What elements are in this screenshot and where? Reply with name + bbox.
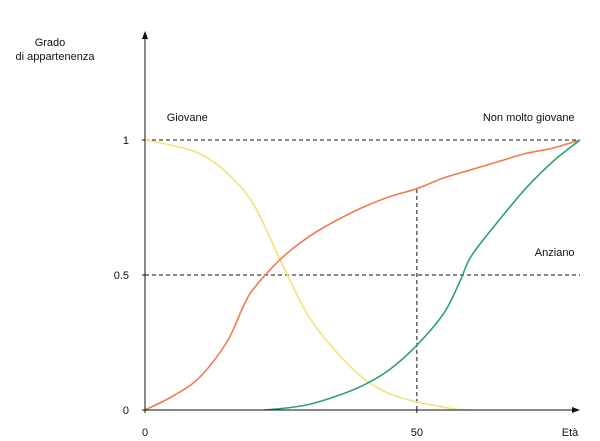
y-axis-arrow — [142, 31, 148, 39]
y-axis-label-line-1: Grado — [35, 37, 66, 49]
curve-label-non-molto-giovane: Non molto giovane — [483, 112, 575, 124]
tick-labels: 0 0.5 1 0 50 — [114, 135, 423, 439]
y-axis-label-line-2: di appartenenza — [16, 51, 96, 63]
y-tick-label: 0.5 — [114, 270, 129, 282]
axis-labels: Grado di appartenenza Età — [16, 37, 580, 439]
x-axis-label: Età — [562, 427, 579, 439]
curve-label-giovane: Giovane — [167, 112, 208, 124]
series-line-giovane — [144, 139, 472, 411]
y-tick-label: 0 — [123, 405, 129, 417]
axes — [142, 31, 580, 413]
curve-label-anziano: Anziano — [535, 247, 575, 259]
series-group — [144, 139, 581, 411]
series-line-anziano — [264, 139, 581, 411]
series-line-non-molto-giovane — [144, 139, 581, 411]
x-tick-label: 50 — [411, 427, 423, 439]
x-axis-arrow — [572, 407, 580, 413]
reference-lines — [145, 139, 580, 410]
annotations: Giovane Non molto giovane Anziano — [167, 112, 575, 259]
x-tick-label: 0 — [142, 427, 148, 439]
y-tick-label: 1 — [123, 135, 129, 147]
